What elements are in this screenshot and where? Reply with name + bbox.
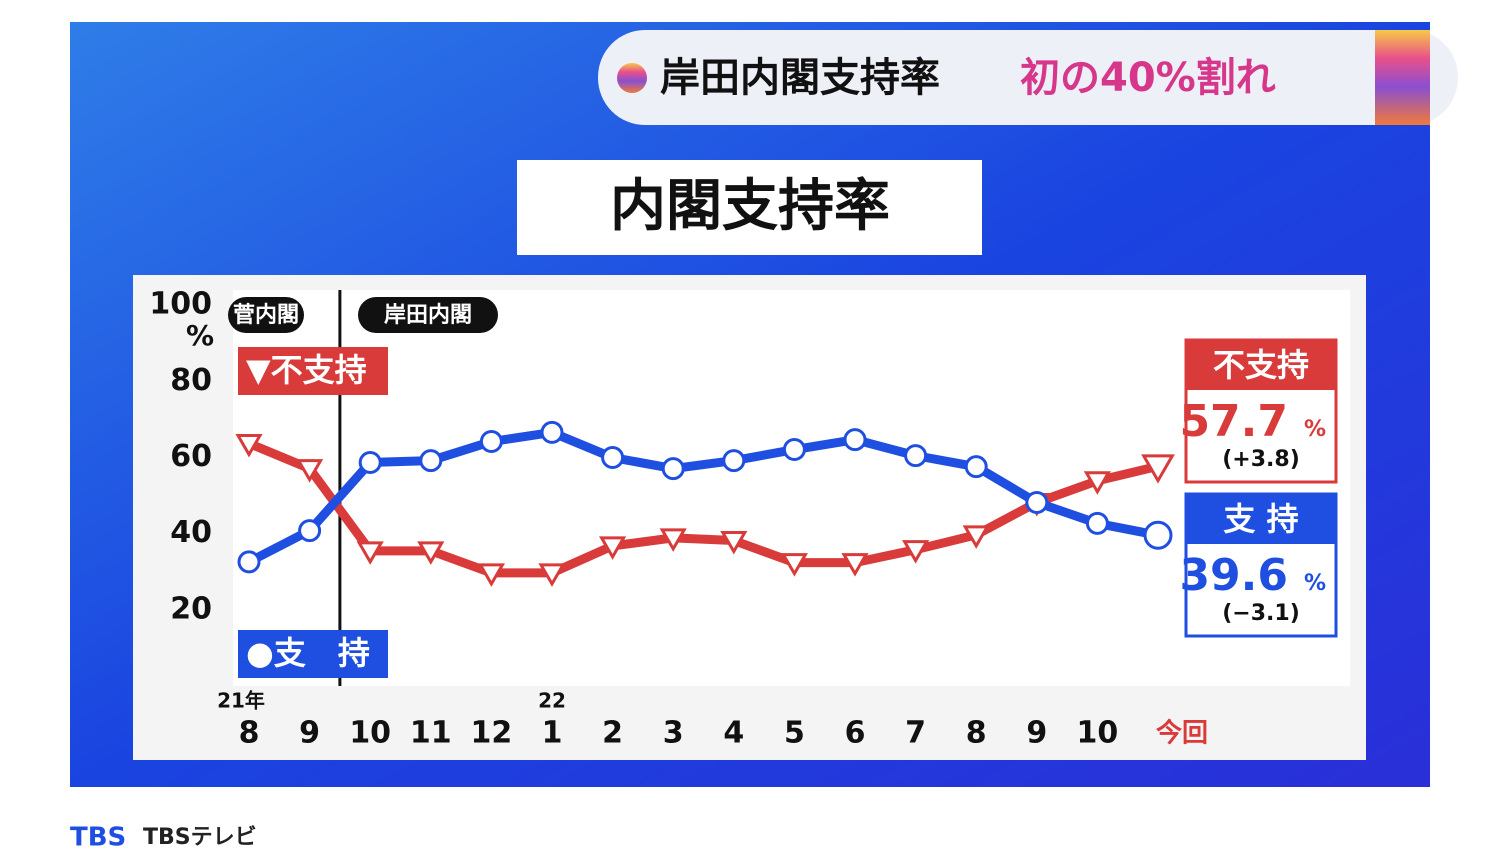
footer-logo: TBS bbox=[70, 823, 126, 853]
callout-unit: % bbox=[1304, 417, 1326, 442]
point bbox=[419, 449, 443, 473]
point bbox=[235, 433, 263, 458]
x-tick-label: 2 bbox=[602, 716, 623, 751]
point bbox=[1025, 490, 1049, 514]
callout-head bbox=[1186, 494, 1336, 544]
point bbox=[538, 563, 566, 587]
callout-value: 39.6 bbox=[1179, 550, 1288, 601]
header-title: 岸田内閣支持率 bbox=[660, 55, 940, 101]
point bbox=[477, 563, 506, 587]
point bbox=[358, 450, 382, 474]
period-label: 岸田内閣 bbox=[384, 303, 472, 328]
x-tick-label: 9 bbox=[299, 716, 320, 751]
x-tick-label: 今回 bbox=[1156, 718, 1208, 749]
x-tick-label: 6 bbox=[845, 716, 866, 751]
x-tick-label: 10 bbox=[349, 716, 391, 751]
y-tick-label: 60 bbox=[170, 439, 212, 474]
y-tick-label: 20 bbox=[170, 591, 212, 626]
point bbox=[843, 428, 867, 452]
callout-name: 不支持 bbox=[1213, 346, 1309, 384]
callout-head bbox=[1186, 340, 1336, 390]
header-pill bbox=[598, 30, 1458, 125]
year-label: 22 bbox=[538, 689, 566, 713]
header-highlight: 初の40%割れ bbox=[1020, 55, 1276, 101]
point bbox=[1141, 454, 1175, 484]
x-tick-label: 8 bbox=[966, 716, 987, 751]
point bbox=[841, 553, 869, 577]
point bbox=[1083, 471, 1112, 495]
period-badge bbox=[358, 297, 498, 333]
x-tick-label: 11 bbox=[410, 716, 452, 751]
footer-source: TBSテレビ bbox=[143, 825, 257, 850]
x-tick-label: 10 bbox=[1077, 716, 1119, 751]
x-tick-label: 3 bbox=[663, 716, 684, 751]
y-tick-label: 80 bbox=[170, 363, 212, 398]
point bbox=[659, 528, 687, 552]
point bbox=[295, 459, 324, 483]
point bbox=[237, 550, 261, 574]
callout-name: 支 持 bbox=[1223, 500, 1298, 538]
x-tick-label: 9 bbox=[1026, 716, 1047, 751]
point bbox=[540, 420, 564, 444]
line bbox=[246, 427, 1159, 566]
x-tick-label: 1 bbox=[542, 716, 563, 751]
callout-unit: % bbox=[1304, 571, 1326, 596]
icon bbox=[617, 63, 647, 93]
point bbox=[479, 430, 503, 454]
y-tick-label: 100 bbox=[149, 287, 212, 322]
point bbox=[720, 531, 748, 555]
point bbox=[417, 541, 445, 565]
point bbox=[1143, 520, 1173, 550]
x-tick-label: 4 bbox=[723, 716, 744, 751]
callout-change: (+3.8) bbox=[1222, 447, 1300, 472]
legend-box bbox=[238, 630, 388, 678]
plot-area bbox=[233, 290, 1350, 686]
callout-change: (−3.1) bbox=[1222, 601, 1300, 626]
chart-title: 内閣支持率 bbox=[610, 174, 890, 239]
point bbox=[904, 444, 928, 468]
y-unit: % bbox=[186, 319, 214, 352]
x-tick-label: 12 bbox=[471, 716, 513, 751]
callout-value: 57.7 bbox=[1179, 396, 1288, 447]
legend-label: ▼不支持 bbox=[246, 351, 367, 389]
point bbox=[598, 536, 627, 560]
point bbox=[722, 449, 746, 473]
y-tick-label: 40 bbox=[170, 515, 212, 550]
legend-label: ●支 持 bbox=[246, 634, 370, 672]
point bbox=[780, 553, 809, 577]
x-tick-label: 8 bbox=[239, 716, 260, 751]
period-label: 菅内閣 bbox=[233, 303, 299, 328]
legend-box bbox=[238, 347, 388, 395]
point bbox=[964, 455, 988, 479]
point bbox=[601, 446, 625, 470]
point bbox=[962, 525, 990, 549]
point bbox=[661, 457, 685, 481]
x-tick-label: 7 bbox=[905, 716, 926, 751]
point bbox=[1085, 511, 1109, 535]
point bbox=[356, 541, 384, 565]
x-tick-label: 5 bbox=[784, 716, 805, 751]
period-badge bbox=[228, 297, 304, 333]
point bbox=[901, 540, 930, 564]
stripe bbox=[1375, 30, 1430, 125]
line bbox=[247, 439, 1160, 578]
point bbox=[298, 519, 322, 543]
year-label: 21年 bbox=[217, 689, 265, 713]
title-box bbox=[517, 160, 982, 255]
point bbox=[782, 438, 806, 462]
